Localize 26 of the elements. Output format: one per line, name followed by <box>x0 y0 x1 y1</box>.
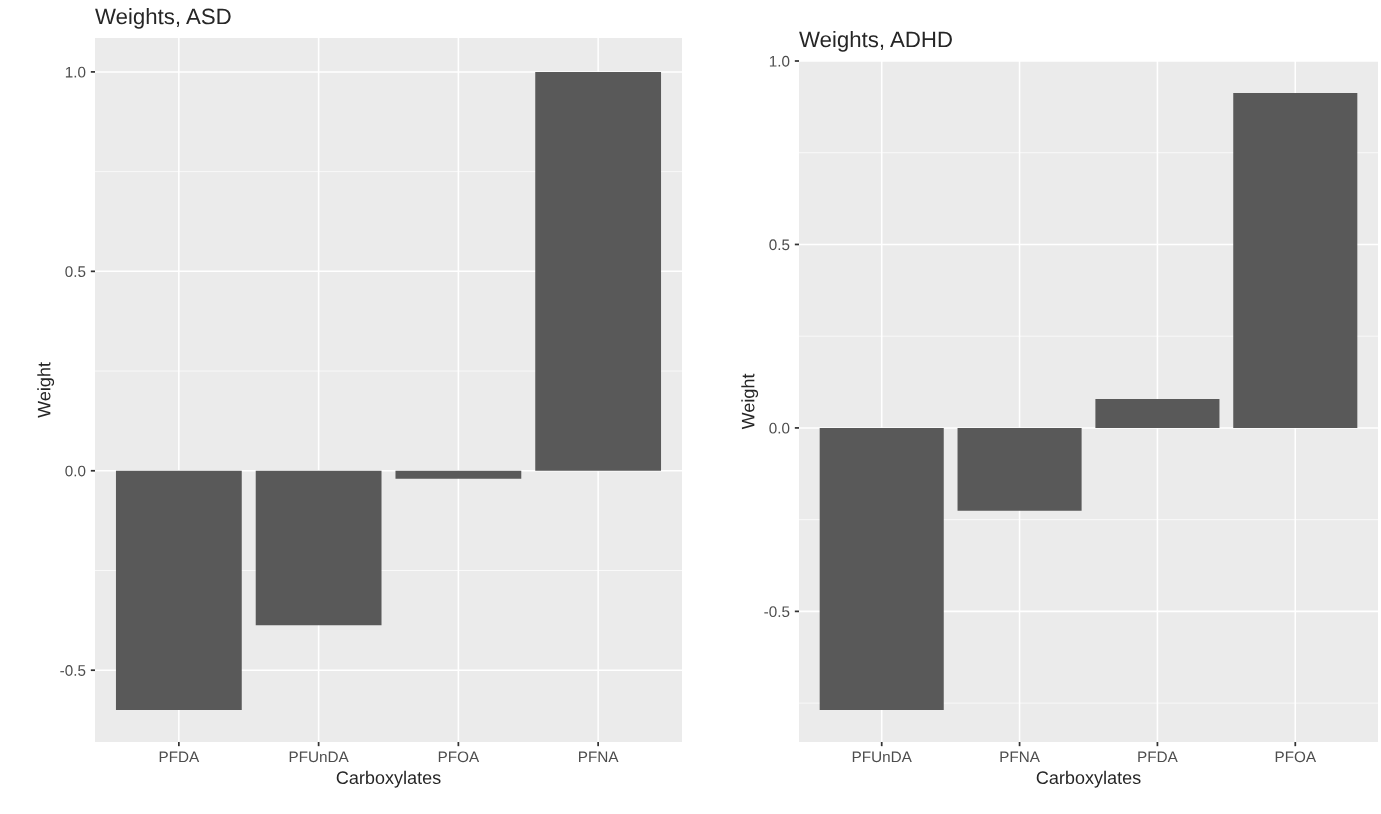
y-axis-title: Weight <box>741 373 759 430</box>
y-tick-label: 0.0 <box>65 465 86 477</box>
y-axis-title: Weight <box>37 362 55 418</box>
bar <box>1233 92 1358 428</box>
y-tick-label: 0.0 <box>769 422 790 434</box>
x-tick-label: PFUnDA <box>852 751 912 763</box>
x-tick-label: PFOA <box>1275 751 1317 763</box>
bar <box>957 427 1082 511</box>
y-tick-label: -0.5 <box>60 665 86 676</box>
x-tick-label: PFDA <box>1138 751 1178 763</box>
y-tick-label: 1.0 <box>769 55 790 67</box>
x-tick-label: PFDA <box>159 751 200 763</box>
y-tick-label: 0.5 <box>65 266 86 278</box>
chart-title: Weights, ASD <box>95 8 231 29</box>
y-tick-label: -0.5 <box>764 606 790 618</box>
x-tick-label: PFNA <box>1000 751 1040 763</box>
x-tick-label: PFNA <box>579 751 619 763</box>
bar <box>1095 398 1220 428</box>
bar <box>819 427 944 711</box>
x-axis-title: Carboxylates <box>1036 770 1141 788</box>
x-axis-title: Carboxylates <box>336 770 441 788</box>
chart-title: Weights, ADHD <box>799 31 952 52</box>
y-tick-label: 0.5 <box>769 239 790 251</box>
y-tick-label: 1.0 <box>65 66 86 78</box>
x-tick-label: PFOA <box>438 751 480 763</box>
x-tick-label: PFUnDA <box>289 751 349 763</box>
